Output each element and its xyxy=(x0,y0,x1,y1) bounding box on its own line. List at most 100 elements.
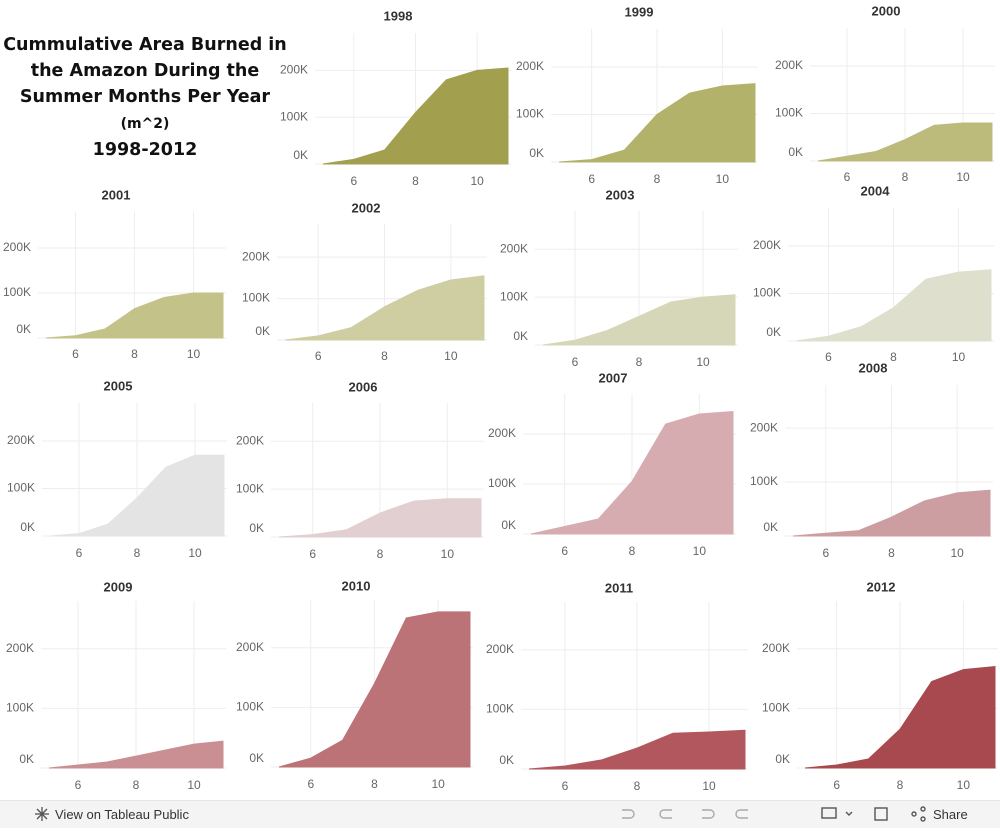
panel-title: 2010 xyxy=(342,578,371,593)
y-tick-label: 200K xyxy=(486,642,514,656)
y-tick-label: 0K xyxy=(499,753,514,767)
y-tick-label: 200K xyxy=(516,59,544,73)
y-tick-label: 100K xyxy=(750,474,778,488)
panel-title: 2007 xyxy=(599,370,628,385)
x-tick-label: 10 xyxy=(956,170,970,184)
y-tick-label: 200K xyxy=(762,641,790,655)
x-tick-label: 8 xyxy=(890,350,897,364)
y-tick-label: 200K xyxy=(753,238,781,252)
y-tick-label: 100K xyxy=(236,700,264,714)
y-tick-label: 200K xyxy=(775,58,803,72)
y-tick-label: 200K xyxy=(280,63,308,77)
x-tick-label: 6 xyxy=(309,547,316,561)
y-tick-label: 0K xyxy=(788,145,803,159)
x-tick-label: 8 xyxy=(634,779,641,793)
x-tick-label: 10 xyxy=(470,174,484,188)
area xyxy=(558,83,756,163)
x-tick-label: 6 xyxy=(833,778,840,792)
x-tick-label: 6 xyxy=(76,546,83,560)
y-tick-label: 100K xyxy=(280,109,308,123)
y-tick-label: 100K xyxy=(762,701,790,715)
area xyxy=(45,292,224,339)
panel-title: 2005 xyxy=(104,378,133,393)
area xyxy=(278,611,471,768)
area xyxy=(795,269,992,342)
y-tick-label: 200K xyxy=(7,433,35,447)
y-tick-label: 200K xyxy=(242,249,270,263)
y-tick-label: 200K xyxy=(236,640,264,654)
title-unit: (m^2) xyxy=(120,116,170,132)
panel-title: 2008 xyxy=(859,360,888,375)
x-tick-label: 6 xyxy=(72,347,79,361)
toolbar-icons xyxy=(35,806,926,822)
history-icons[interactable] xyxy=(622,809,748,819)
area xyxy=(278,498,482,538)
area xyxy=(804,666,996,769)
x-tick-label: 10 xyxy=(444,349,458,363)
x-tick-label: 10 xyxy=(702,779,716,793)
x-tick-label: 8 xyxy=(902,170,909,184)
area xyxy=(817,122,993,162)
x-tick-label: 8 xyxy=(897,778,904,792)
x-tick-label: 10 xyxy=(441,547,455,561)
view-link[interactable]: View on Tableau Public xyxy=(55,807,189,822)
panel-title: 2002 xyxy=(352,200,381,215)
y-tick-label: 100K xyxy=(775,106,803,120)
x-tick-label: 6 xyxy=(561,544,568,558)
x-tick-label: 8 xyxy=(131,347,138,361)
x-tick-label: 10 xyxy=(716,172,730,186)
y-tick-label: 100K xyxy=(7,481,35,495)
x-tick-label: 10 xyxy=(952,350,966,364)
x-tick-label: 10 xyxy=(187,778,201,792)
y-tick-label: 100K xyxy=(500,289,528,303)
area xyxy=(528,729,746,770)
x-tick-label: 8 xyxy=(654,172,661,186)
x-tick-label: 6 xyxy=(562,779,569,793)
area xyxy=(542,294,736,346)
x-tick-label: 10 xyxy=(696,355,710,369)
title-text: Cummulative Area Burned in the Amazon Du… xyxy=(3,35,287,107)
y-tick-label: 0K xyxy=(20,520,35,534)
x-tick-label: 8 xyxy=(629,544,636,558)
x-tick-label: 8 xyxy=(888,546,895,560)
panel-title: 1998 xyxy=(384,8,413,23)
title-years: 1998-2012 xyxy=(92,140,198,160)
area xyxy=(792,489,991,537)
y-tick-label: 100K xyxy=(3,285,31,299)
x-tick-label: 8 xyxy=(412,174,419,188)
y-tick-label: 0K xyxy=(766,325,781,339)
y-tick-label: 100K xyxy=(242,291,270,305)
y-tick-label: 0K xyxy=(249,521,264,535)
y-tick-label: 200K xyxy=(750,420,778,434)
x-tick-label: 6 xyxy=(572,355,579,369)
x-tick-label: 8 xyxy=(377,547,384,561)
y-tick-label: 0K xyxy=(16,322,31,336)
area xyxy=(49,454,225,537)
y-tick-label: 200K xyxy=(488,426,516,440)
share-button[interactable]: Share xyxy=(933,807,968,822)
action-icons[interactable] xyxy=(821,806,926,822)
x-tick-label: 10 xyxy=(693,544,707,558)
area xyxy=(48,740,224,769)
x-tick-label: 6 xyxy=(75,778,82,792)
x-tick-label: 8 xyxy=(134,546,141,560)
area xyxy=(322,67,509,165)
panel-title: 2009 xyxy=(104,579,133,594)
x-tick-label: 8 xyxy=(133,778,140,792)
panel-title: 2004 xyxy=(861,183,891,198)
x-tick-label: 6 xyxy=(588,172,595,186)
x-tick-label: 6 xyxy=(350,174,357,188)
y-tick-label: 200K xyxy=(236,433,264,447)
y-tick-label: 100K xyxy=(516,107,544,121)
x-tick-label: 6 xyxy=(822,546,829,560)
y-tick-label: 100K xyxy=(486,702,514,716)
x-tick-label: 6 xyxy=(315,349,322,363)
toolbar: View on Tableau Public Share xyxy=(0,800,1000,828)
y-tick-label: 200K xyxy=(500,241,528,255)
panel-title: 1999 xyxy=(625,4,654,19)
y-tick-label: 100K xyxy=(6,701,34,715)
panel-title: 2000 xyxy=(872,3,901,18)
y-tick-label: 200K xyxy=(3,240,31,254)
x-tick-label: 10 xyxy=(950,546,964,560)
